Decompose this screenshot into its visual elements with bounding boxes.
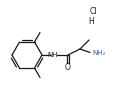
- Text: Cl: Cl: [89, 7, 97, 16]
- Text: H: H: [88, 16, 94, 26]
- Text: O: O: [65, 62, 71, 71]
- Text: NH: NH: [48, 52, 58, 58]
- Text: NH₂: NH₂: [92, 50, 105, 56]
